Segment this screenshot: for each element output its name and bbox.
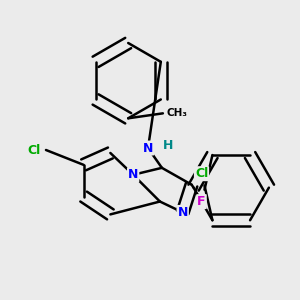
Text: H: H — [163, 139, 173, 152]
Text: N: N — [178, 206, 188, 219]
Text: N: N — [143, 142, 153, 154]
Text: N: N — [128, 168, 138, 181]
Text: Cl: Cl — [28, 143, 41, 157]
Text: F: F — [197, 195, 206, 208]
Text: CH₃: CH₃ — [166, 108, 187, 118]
Text: Cl: Cl — [195, 167, 208, 180]
